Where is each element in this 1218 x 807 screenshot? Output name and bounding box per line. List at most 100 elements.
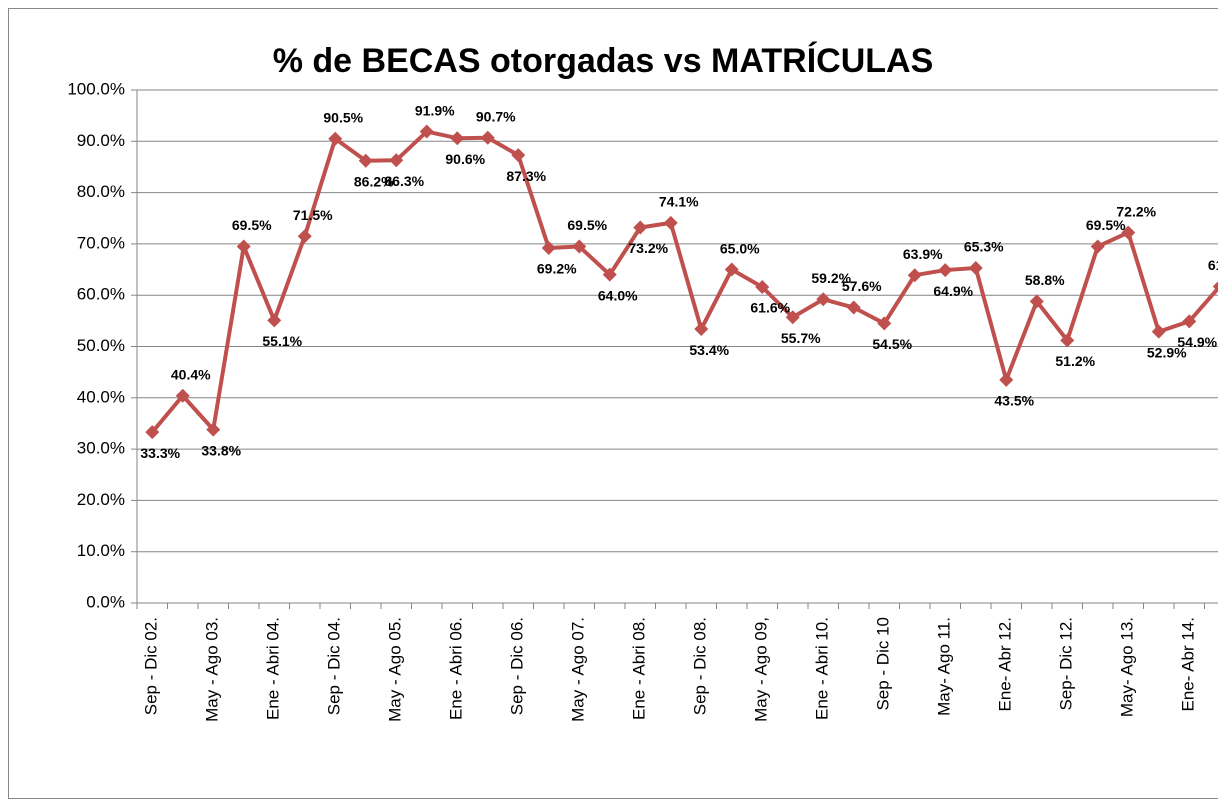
x-tick-label: Sep - Dic 10: [874, 617, 893, 711]
marker: [907, 268, 922, 283]
data-label: 69.5%: [567, 217, 607, 233]
marker: [694, 322, 709, 337]
marker: [968, 261, 983, 276]
data-label: 71.5%: [293, 207, 333, 223]
marker: [724, 262, 739, 277]
data-label: 64.9%: [933, 283, 973, 299]
x-tick-label: Sep - Dic 04.: [325, 617, 344, 715]
x-tick-label: May - Ago 09,: [752, 617, 771, 722]
data-label: 65.0%: [720, 240, 760, 256]
marker: [206, 422, 221, 437]
line: [150, 129, 1218, 434]
marker: [480, 130, 495, 145]
data-label: 54.5%: [872, 336, 912, 352]
data-label: 57.6%: [842, 278, 882, 294]
x-tick-label: May - Ago 07.: [569, 617, 588, 722]
x-tick-label: May- Ago 13.: [1118, 617, 1137, 717]
data-label: 64.0%: [598, 287, 638, 303]
y-tick-label: 20.0%: [77, 490, 125, 509]
x-tick-label: Sep- Dic 12.: [1057, 617, 1076, 711]
data-label: 51.2%: [1055, 353, 1095, 369]
data-label: 55.7%: [781, 330, 821, 346]
data-label: 74.1%: [659, 194, 699, 210]
y-tick-label: 40.0%: [77, 387, 125, 406]
data-label: 40.4%: [171, 366, 211, 382]
data-label: 33.8%: [201, 442, 241, 458]
marker: [541, 241, 556, 256]
y-tick-label: 100.0%: [67, 79, 125, 98]
marker: [236, 239, 251, 254]
marker: [450, 131, 465, 146]
y-tick-label: 50.0%: [77, 336, 125, 355]
data-label: 86.2%: [354, 173, 394, 189]
marker: [633, 220, 648, 235]
x-tick-label: Ene - Abri 10.: [813, 617, 832, 720]
marker: [846, 300, 861, 315]
marker: [419, 124, 434, 139]
marker: [1121, 225, 1136, 240]
data-label: 63.9%: [903, 246, 943, 262]
y-tick-label: 90.0%: [77, 131, 125, 150]
y-tick-label: 10.0%: [77, 541, 125, 560]
marker: [1182, 314, 1197, 329]
y-tick-label: 70.0%: [77, 233, 125, 252]
data-label: 61.6%: [750, 300, 790, 316]
marker: [267, 313, 282, 328]
x-tick-label: Ene - Abri 08.: [630, 617, 649, 720]
chart-frame: [8, 8, 1218, 799]
x-tick-label: Sep - Dic 06.: [508, 617, 527, 715]
data-label: 72.2%: [1116, 203, 1156, 219]
marker: [1151, 324, 1166, 339]
data-label: 69.5%: [1086, 217, 1126, 233]
data-label: 65.3%: [964, 239, 1004, 255]
y-tick-label: 80.0%: [77, 182, 125, 201]
marker: [938, 263, 953, 278]
data-label: 87.3%: [506, 168, 546, 184]
data-label: 90.7%: [476, 108, 516, 124]
data-label: 86.3%: [384, 173, 424, 189]
marker: [511, 148, 526, 163]
data-label: 54.9%: [1177, 334, 1217, 350]
x-tick-label: Sep - Dic 08.: [691, 617, 710, 715]
data-label: 58.8%: [1025, 272, 1065, 288]
marker: [877, 316, 892, 331]
data-label: 69.5%: [232, 217, 272, 233]
data-label: 90.5%: [323, 109, 363, 125]
y-tick-label: 0.0%: [86, 592, 125, 611]
marker: [297, 229, 312, 244]
marker: [663, 215, 678, 230]
x-tick-label: Sep - Dic 02.: [142, 617, 161, 715]
x-tick-label: May - Ago 05.: [386, 617, 405, 722]
marker: [328, 131, 343, 146]
data-label: 33.3%: [140, 445, 180, 461]
marker: [1029, 294, 1044, 309]
marker: [1060, 333, 1075, 348]
marker: [175, 388, 190, 403]
data-label: 43.5%: [994, 393, 1034, 409]
marker: [785, 310, 800, 325]
x-tick-label: May- Ago 11.: [935, 617, 954, 716]
data-label: 90.6%: [445, 151, 485, 167]
x-tick-label: Ene - Abri 06.: [447, 617, 466, 720]
x-tick-label: Ene - Abri 04.: [264, 617, 283, 720]
marker: [389, 153, 404, 168]
marker: [1090, 239, 1105, 254]
data-label: 73.2%: [628, 240, 668, 256]
data-label: 69.2%: [537, 261, 577, 277]
marker: [602, 267, 617, 282]
y-tick-label: 30.0%: [77, 439, 125, 458]
data-label: 55.1%: [262, 333, 302, 349]
marker: [1212, 281, 1218, 292]
marker: [145, 425, 160, 440]
marker: [755, 279, 770, 294]
data-label: 53.4%: [689, 342, 729, 358]
marker: [572, 239, 587, 254]
marker: [816, 292, 831, 307]
data-label: 59.2%: [811, 270, 851, 286]
marker: [358, 153, 373, 168]
data-label: 61.7%: [1208, 257, 1218, 273]
x-tick-label: Ene- Abr 14.: [1179, 617, 1198, 712]
data-label: 91.9%: [415, 102, 455, 118]
chart-title: % de BECAS otorgadas vs MATRÍCULAS: [273, 42, 934, 80]
x-tick-label: May - Ago 03.: [203, 617, 222, 722]
